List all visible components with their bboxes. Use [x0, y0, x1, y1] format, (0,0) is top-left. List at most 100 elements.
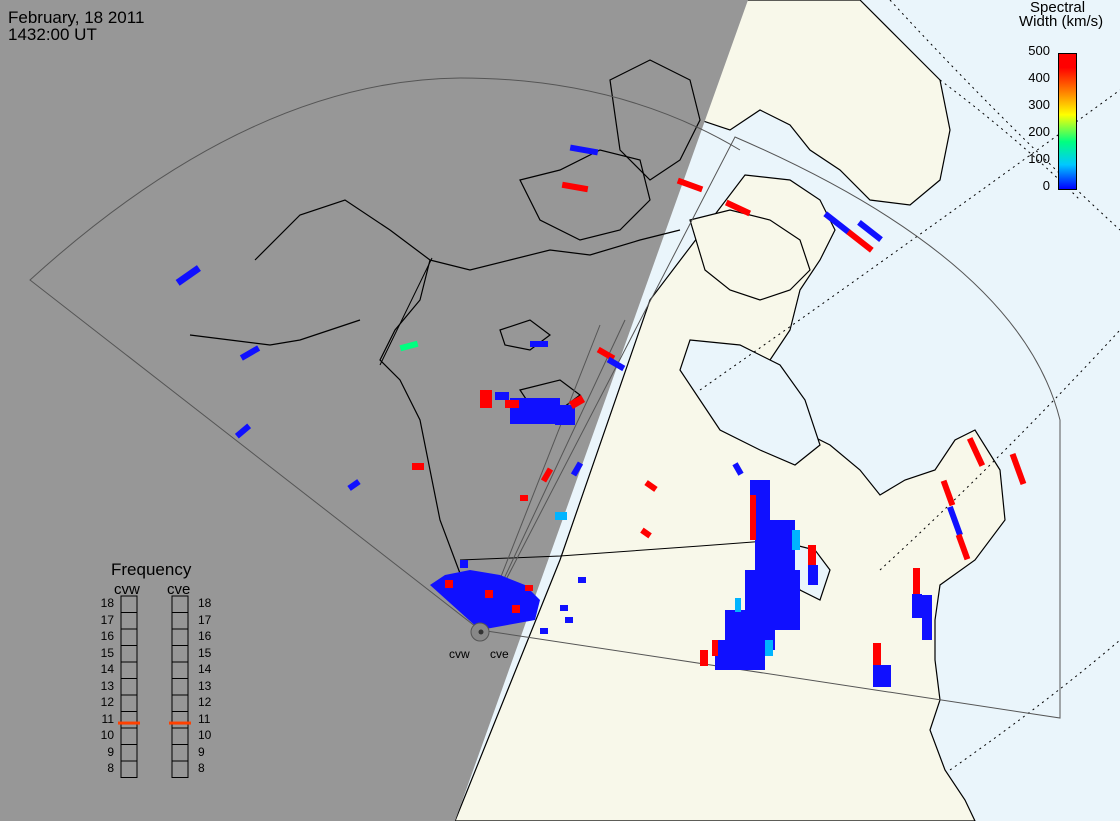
echo — [445, 580, 453, 588]
echo — [568, 395, 586, 409]
echo — [606, 356, 626, 372]
frequency-scale-label: 14 — [198, 662, 212, 676]
frequency-indicator — [169, 721, 191, 725]
echo — [846, 229, 874, 253]
frequency-scale-label: 8 — [107, 761, 114, 775]
echo — [560, 605, 568, 611]
colorbar-title-line1: Spectral — [1030, 0, 1086, 16]
echo — [239, 345, 261, 361]
echo — [940, 479, 956, 507]
frequency-scale-label: 16 — [100, 629, 114, 643]
frequency-indicator — [118, 721, 140, 725]
echo — [947, 505, 963, 537]
frequency-scale-label: 16 — [198, 629, 212, 643]
echo — [700, 650, 708, 666]
frequency-scale-label: 15 — [198, 645, 212, 660]
frequency-radar-cvw-label: cvw — [114, 581, 140, 598]
frequency-scale-cell — [171, 760, 189, 778]
colorbar-tick-label: 100 — [1028, 151, 1050, 166]
echo — [485, 590, 493, 598]
frequency-scale-label: 14 — [100, 662, 114, 676]
echo-fan — [430, 570, 540, 630]
north-america-day-landmass — [454, 174, 1006, 821]
frequency-scale-label: 10 — [100, 728, 114, 742]
echo — [175, 265, 201, 286]
frequency-scale-label: 11 — [198, 711, 211, 726]
colorbar-tick-label: 300 — [1028, 97, 1050, 112]
time-label: 1432:00 UT — [8, 25, 97, 44]
site-label-cvw: cvw — [449, 647, 470, 661]
echo — [569, 144, 599, 156]
echo — [495, 392, 509, 400]
night-coastlines — [189, 59, 701, 631]
echo — [966, 437, 986, 467]
frequency-scale-label: 11 — [101, 711, 114, 726]
frequency-scale-cell — [120, 760, 138, 778]
frequency-scale-label: 13 — [100, 678, 114, 693]
frequency-scale-label: 17 — [100, 612, 114, 627]
colorbar-tick-label: 400 — [1028, 70, 1050, 85]
political-borders — [379, 257, 781, 561]
frequency-scale-label: 9 — [107, 744, 114, 759]
frequency-radar-cve-label: cve — [167, 581, 191, 598]
frequency-scale-label: 8 — [198, 761, 205, 775]
echo — [857, 220, 883, 242]
arctic-coast — [429, 229, 681, 271]
echo — [512, 605, 520, 613]
echo — [792, 530, 800, 550]
echo — [565, 617, 573, 623]
echo — [570, 461, 584, 477]
echo — [765, 640, 773, 656]
echo — [530, 341, 548, 347]
echo — [873, 665, 891, 687]
grid-arc-3 — [879, 329, 1120, 571]
colorbar-tick-label: 200 — [1028, 124, 1050, 139]
echo — [715, 640, 765, 670]
frequency-scale-label: 18 — [100, 596, 114, 610]
echo — [873, 643, 881, 667]
frequency-title: Frequency — [111, 560, 192, 579]
near-radar-echoes — [430, 560, 540, 630]
colorbar-tick-label: 500 — [1028, 43, 1050, 58]
colorbar-title-line2: Width (km/s) — [1019, 13, 1104, 30]
echo — [505, 400, 519, 408]
frequency-scale-label: 12 — [198, 695, 212, 709]
colorbar-tick-label: 0 — [1042, 178, 1050, 193]
cvw-fov-outline — [29, 77, 741, 631]
echo — [922, 595, 932, 640]
echo — [578, 577, 586, 583]
echo — [347, 479, 361, 491]
echo — [399, 340, 419, 352]
echo — [640, 527, 652, 539]
us-canada-border — [459, 539, 781, 561]
echo — [912, 594, 922, 618]
grid-arc-1 — [889, 0, 1120, 231]
alaska-canada-border — [379, 257, 433, 366]
site-label-cve: cve — [490, 647, 509, 661]
day-land — [454, 0, 1006, 821]
ellesmere — [609, 59, 701, 181]
echo — [1009, 452, 1027, 486]
echo — [732, 462, 744, 476]
alaska-coast — [254, 199, 481, 631]
night-terminator — [0, 0, 748, 821]
frequency-scale-label: 12 — [100, 695, 114, 709]
echo — [561, 181, 589, 193]
echo — [644, 480, 658, 492]
echo — [555, 512, 567, 520]
echo — [520, 495, 528, 501]
frequency-scale-cve — [169, 595, 191, 778]
echo — [913, 568, 920, 594]
echo — [525, 585, 533, 591]
radar-site-center — [478, 629, 484, 635]
arctic-islands — [519, 149, 651, 241]
frequency-scale-cvw — [118, 595, 140, 778]
frequency-scale-label: 10 — [198, 728, 212, 742]
echo — [676, 177, 704, 193]
grid-arc-4 — [949, 639, 1120, 771]
echo — [480, 390, 492, 408]
echo — [460, 560, 468, 568]
frequency-scale-label: 17 — [198, 612, 212, 627]
